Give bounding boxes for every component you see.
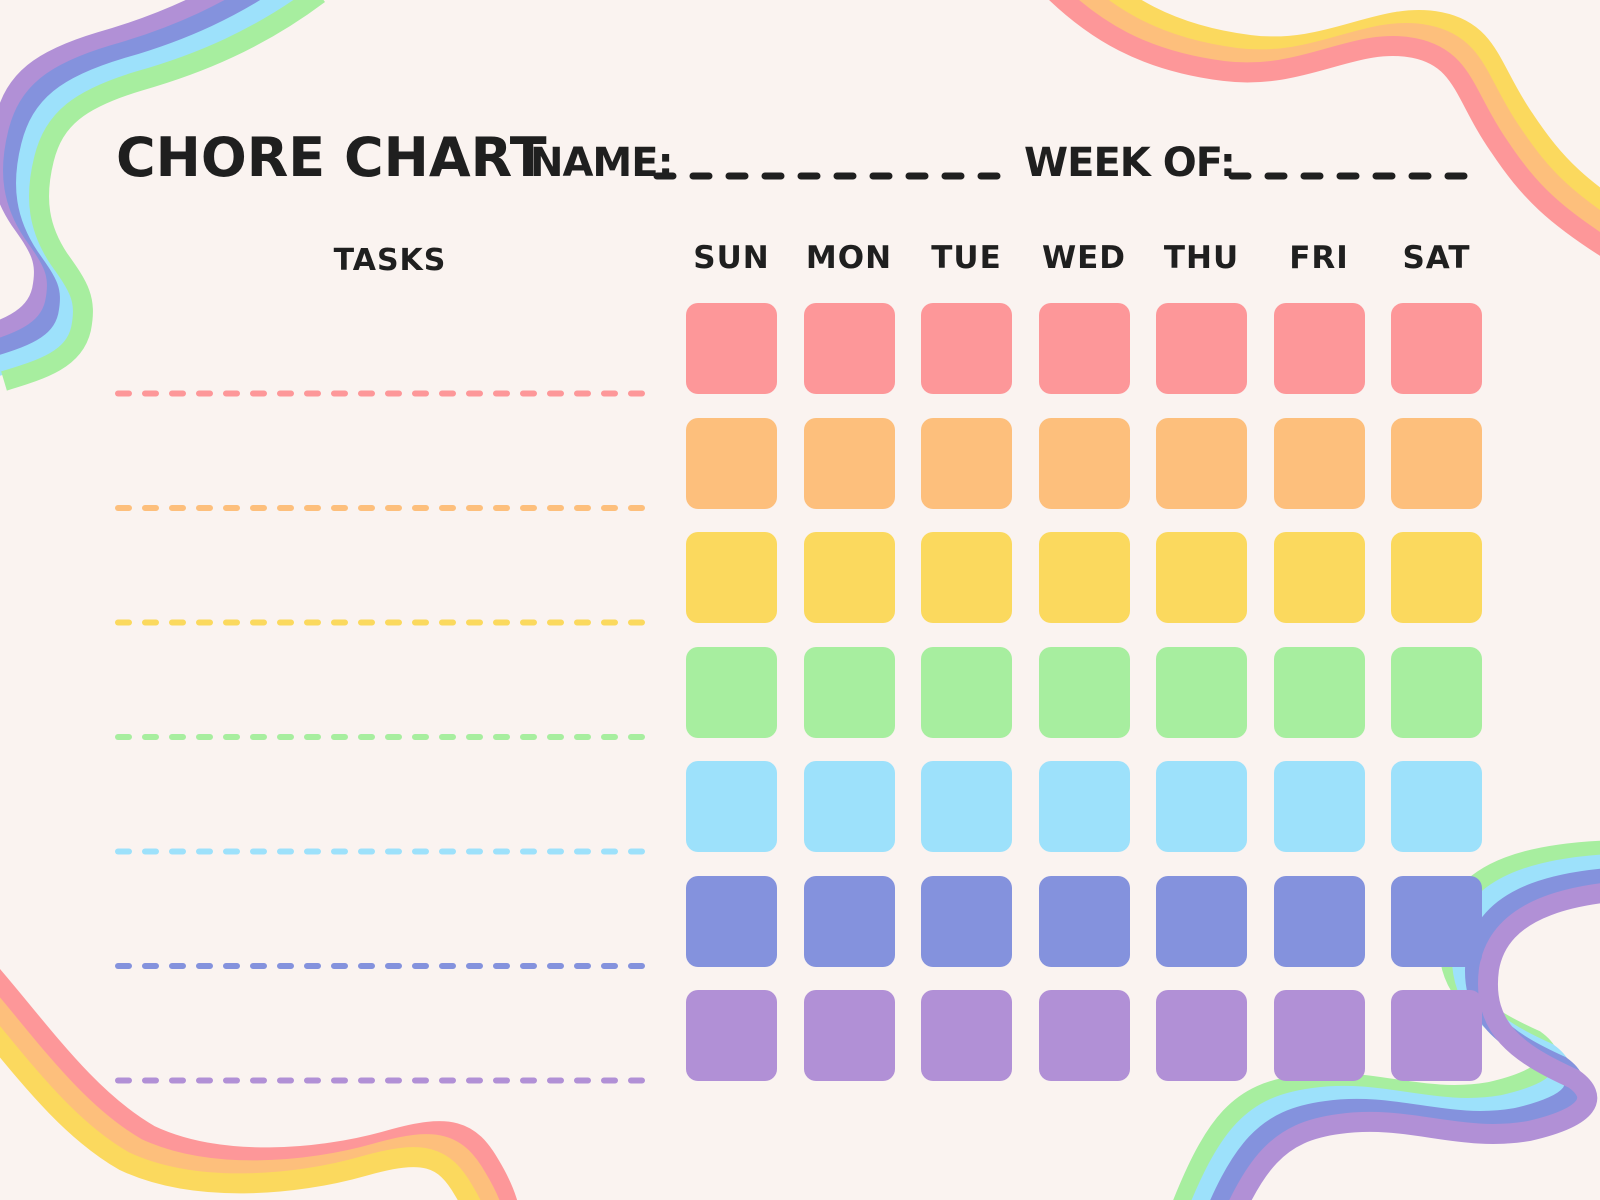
day-header-wed: WED <box>1041 240 1127 276</box>
day-header-tue: TUE <box>931 240 1002 276</box>
grid-cell-row5-wed <box>1038 761 1130 852</box>
ribbon-top-right <box>1049 0 1600 256</box>
grid-cell-row2-sat <box>1391 417 1482 509</box>
grid-cell-row6-fri <box>1273 875 1365 967</box>
grid-cell-row7-thu <box>1156 990 1247 1081</box>
grid-cell-row5-tue <box>921 761 1012 852</box>
ribbon-bottom-left <box>0 950 515 1200</box>
week-of-label: WEEK OF: <box>1024 140 1236 186</box>
grid-cell-row1-fri <box>1273 303 1365 394</box>
grid-cell-row1-sun <box>686 303 777 394</box>
ribbon-top-left <box>0 0 319 381</box>
day-header-fri: FRI <box>1289 240 1349 276</box>
grid-cell-row6-wed <box>1038 875 1130 967</box>
day-header-thu: THU <box>1163 240 1240 276</box>
grid-cell-row7-tue <box>921 990 1012 1081</box>
grid-cell-row2-wed <box>1038 417 1130 509</box>
grid-cell-row6-tue <box>921 875 1012 967</box>
day-header-sat: SAT <box>1402 240 1471 276</box>
grid-cell-row3-sat <box>1391 532 1482 623</box>
grid-cell-row5-fri <box>1273 761 1365 852</box>
grid-cell-row4-sat <box>1391 646 1482 738</box>
grid-cell-row4-sun <box>686 646 777 738</box>
grid-cell-row5-thu <box>1156 761 1247 852</box>
grid-cell-row6-mon <box>803 875 895 967</box>
grid-cell-row4-tue <box>921 646 1012 738</box>
grid-cell-row3-mon <box>803 532 895 623</box>
grid-cell-row3-tue <box>921 532 1012 623</box>
grid-cell-row5-mon <box>803 761 895 852</box>
grid-cell-row4-wed <box>1038 646 1130 738</box>
grid-cell-row2-sun <box>686 417 777 509</box>
grid-cell-row1-sat <box>1391 303 1482 394</box>
grid-cell-row6-sun <box>686 875 777 967</box>
tasks-column-header: TASKS <box>333 243 447 278</box>
grid-cell-row2-tue <box>921 417 1012 509</box>
day-header-mon: MON <box>805 240 893 276</box>
name-label: NAME: <box>530 140 674 186</box>
grid-cell-row5-sun <box>686 761 777 852</box>
grid-cell-row1-tue <box>921 303 1012 394</box>
grid-cell-row7-mon <box>803 990 895 1081</box>
grid-cell-row5-sat <box>1391 761 1482 852</box>
grid-cell-row1-thu <box>1156 303 1247 394</box>
grid-cell-row4-fri <box>1273 646 1365 738</box>
grid-cell-row3-fri <box>1273 532 1365 623</box>
grid-cell-row2-thu <box>1156 417 1247 509</box>
grid-cell-row2-mon <box>803 417 895 509</box>
grid-cell-row6-sat <box>1391 875 1482 967</box>
grid-cell-row3-sun <box>686 532 777 623</box>
page-title: CHORE CHART <box>116 126 547 189</box>
grid-cell-row7-sat <box>1391 990 1482 1081</box>
grid-cell-row1-wed <box>1038 303 1130 394</box>
grid-cell-row4-thu <box>1156 646 1247 738</box>
grid-cell-row4-mon <box>803 646 895 738</box>
grid-cell-row7-sun <box>686 990 777 1081</box>
grid-cell-row3-thu <box>1156 532 1247 623</box>
grid-cell-row7-wed <box>1038 990 1130 1081</box>
day-header-sun: SUN <box>693 240 770 276</box>
task-write-lines <box>115 390 659 1084</box>
grid-cell-row1-mon <box>803 303 895 394</box>
grid-cell-row3-wed <box>1038 532 1130 623</box>
grid-cell-row6-thu <box>1156 875 1247 967</box>
grid-cell-row2-fri <box>1273 417 1365 509</box>
grid-cell-row7-fri <box>1273 990 1365 1081</box>
